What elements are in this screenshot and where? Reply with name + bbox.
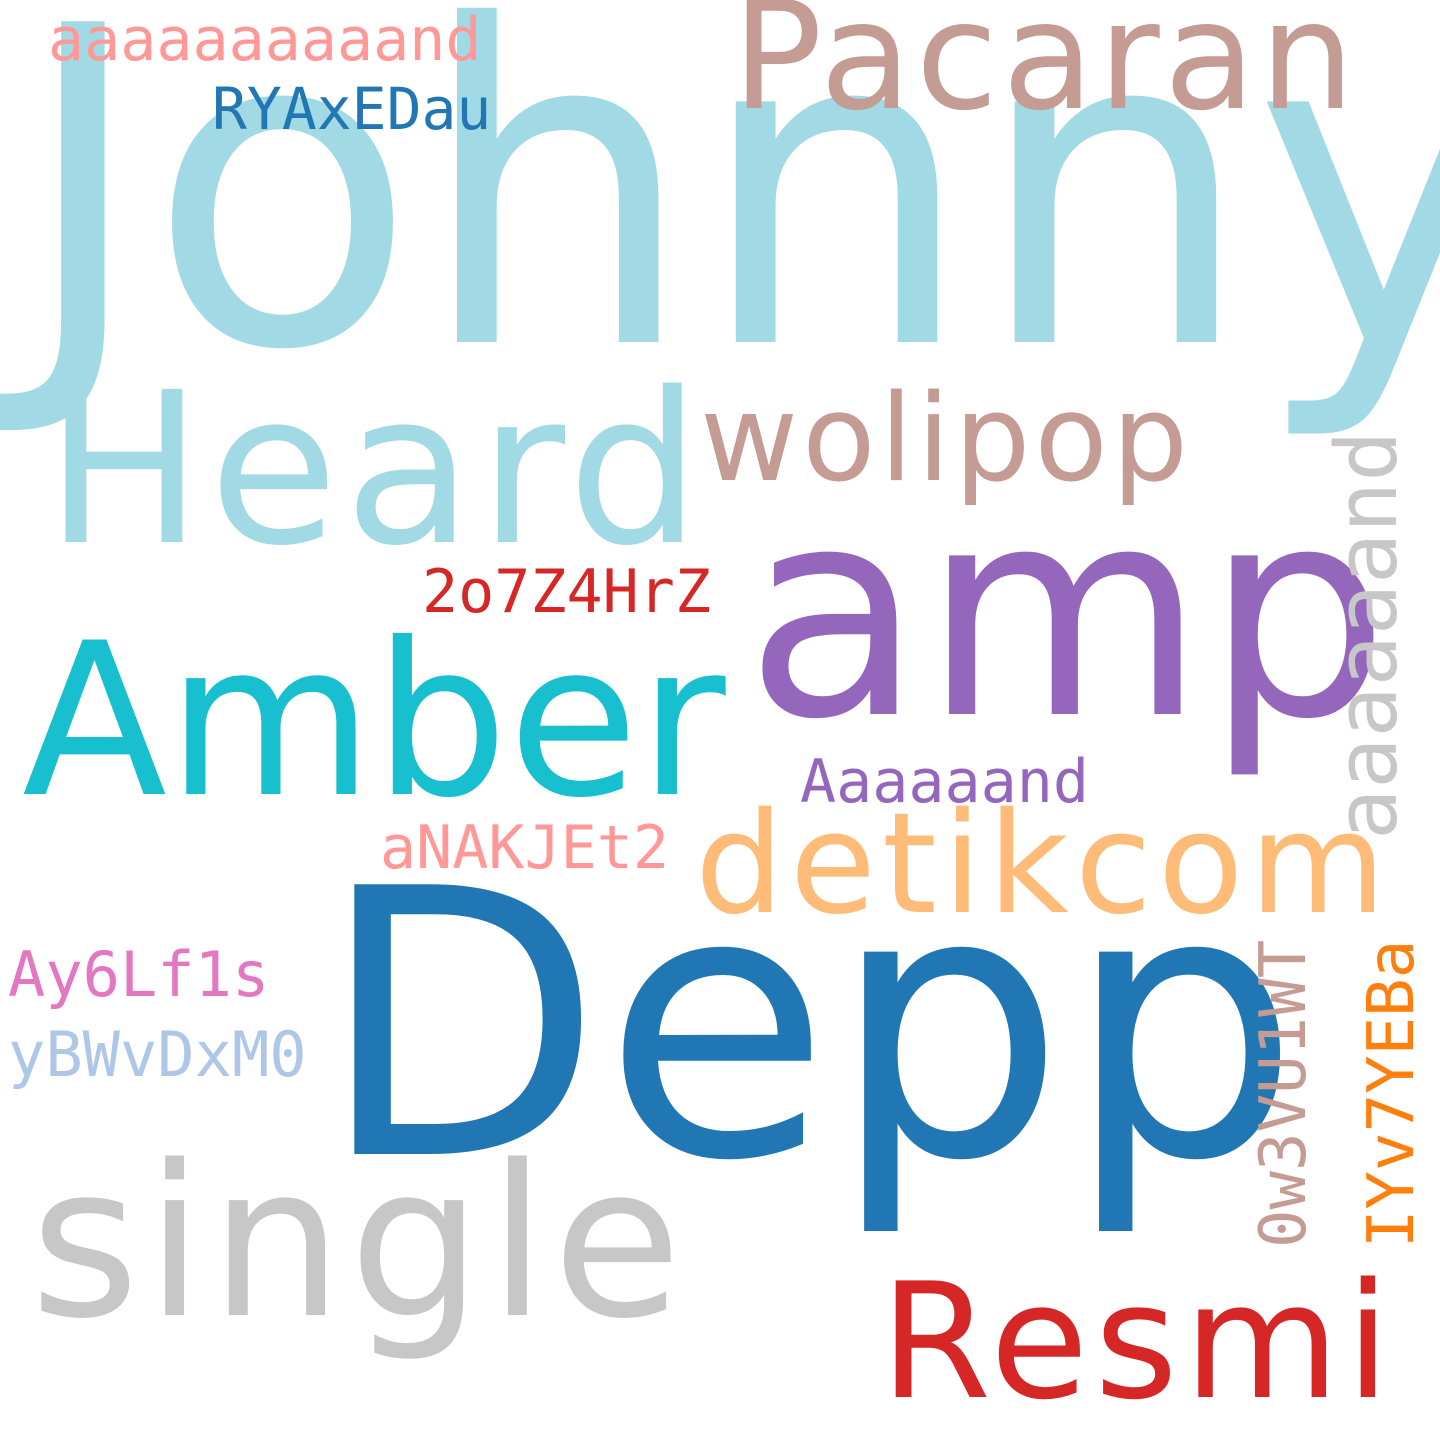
word-ay6lf1s: Ay6Lf1s <box>8 938 270 1011</box>
word-2o7z4hrz: 2o7Z4HrZ <box>422 557 711 627</box>
word-single: single <box>30 1120 688 1365</box>
word-0w3vu1wt: 0w3VU1WT <box>1247 939 1321 1248</box>
word-heard: Heard <box>45 347 707 592</box>
word-detikcom: detikcom <box>695 783 1392 946</box>
word-amp: amp <box>745 446 1390 783</box>
word-ybwvdxm0: yBWvDxM0 <box>8 1018 307 1091</box>
word-pacaran: Pacaran <box>732 0 1359 144</box>
word-aaaaaand-vertical: aaaaaand <box>1318 430 1417 840</box>
word-aaaaaand-purple: Aaaaaand <box>800 747 1089 817</box>
word-resmi: Resmi <box>880 1248 1397 1435</box>
word-iyv7yeba: IYv7YEBa <box>1355 939 1429 1248</box>
word-ryaxedau: RYAxEDau <box>212 75 492 143</box>
word-anakjet2: aNAKJEt2 <box>380 813 669 883</box>
word-aaaaaaaaaand: aaaaaaaaaand <box>48 5 482 75</box>
word-depp: Depp <box>318 812 1301 1242</box>
word-johnny: Johnny <box>18 0 1440 446</box>
word-wolipop: wolipop <box>700 370 1193 509</box>
word-amber: Amber <box>22 597 726 844</box>
